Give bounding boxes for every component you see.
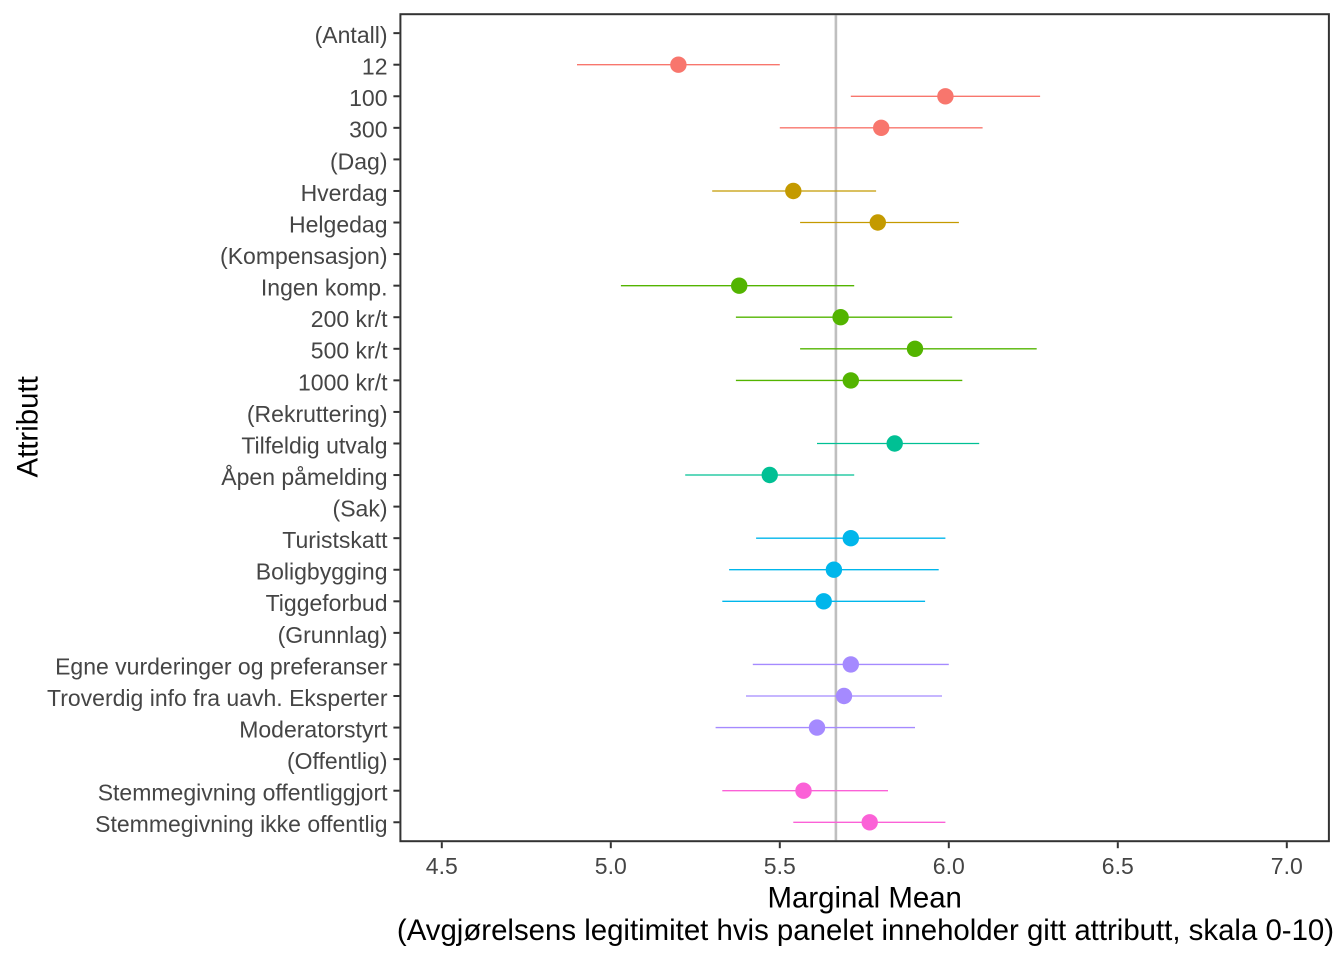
svg-text:200 kr/t: 200 kr/t [311, 306, 388, 332]
svg-text:Attributt: Attributt [11, 376, 44, 477]
svg-text:5.5: 5.5 [764, 853, 796, 879]
svg-text:Stemmegivning ikke offentlig: Stemmegivning ikke offentlig [95, 811, 387, 837]
svg-text:Åpen påmelding: Åpen påmelding [221, 463, 387, 490]
svg-text:Ingen komp.: Ingen komp. [261, 275, 388, 301]
svg-text:6.5: 6.5 [1102, 853, 1134, 879]
svg-text:5.0: 5.0 [595, 853, 627, 879]
svg-text:Stemmegivning offentliggjort: Stemmegivning offentliggjort [98, 780, 388, 806]
svg-text:Helgedag: Helgedag [289, 211, 387, 237]
svg-text:Marginal Mean: Marginal Mean [767, 882, 961, 915]
svg-text:1000 kr/t: 1000 kr/t [298, 369, 388, 395]
svg-text:Egne vurderinger og preferanse: Egne vurderinger og preferanser [55, 653, 388, 679]
svg-text:100: 100 [349, 85, 387, 111]
svg-text:(Kompensasjon): (Kompensasjon) [220, 243, 387, 269]
svg-text:Boligbygging: Boligbygging [256, 559, 388, 585]
svg-text:4.5: 4.5 [426, 853, 458, 879]
svg-text:(Avgjørelsens legitimitet hvis: (Avgjørelsens legitimitet hvis panelet i… [397, 914, 1334, 947]
svg-text:6.0: 6.0 [933, 853, 965, 879]
svg-text:Tilfeldig utvalg: Tilfeldig utvalg [241, 432, 387, 458]
svg-text:(Grunnlag): (Grunnlag) [278, 622, 388, 648]
svg-text:(Antall): (Antall) [315, 22, 388, 48]
svg-text:Turistskatt: Turistskatt [282, 527, 388, 553]
svg-text:500 kr/t: 500 kr/t [311, 338, 388, 364]
svg-text:7.0: 7.0 [1271, 853, 1303, 879]
svg-text:Troverdig info fra uavh. Ekspe: Troverdig info fra uavh. Eksperter [47, 685, 388, 711]
svg-text:Hverdag: Hverdag [301, 180, 388, 206]
svg-text:(Dag): (Dag) [330, 148, 388, 174]
svg-text:(Offentlig): (Offentlig) [287, 748, 388, 774]
svg-text:(Sak): (Sak) [333, 496, 388, 522]
svg-text:(Rekruttering): (Rekruttering) [247, 401, 388, 427]
svg-text:12: 12 [362, 54, 388, 80]
svg-text:Moderatorstyrt: Moderatorstyrt [239, 717, 388, 743]
svg-text:300: 300 [349, 117, 387, 143]
svg-text:Tiggeforbud: Tiggeforbud [266, 590, 388, 616]
